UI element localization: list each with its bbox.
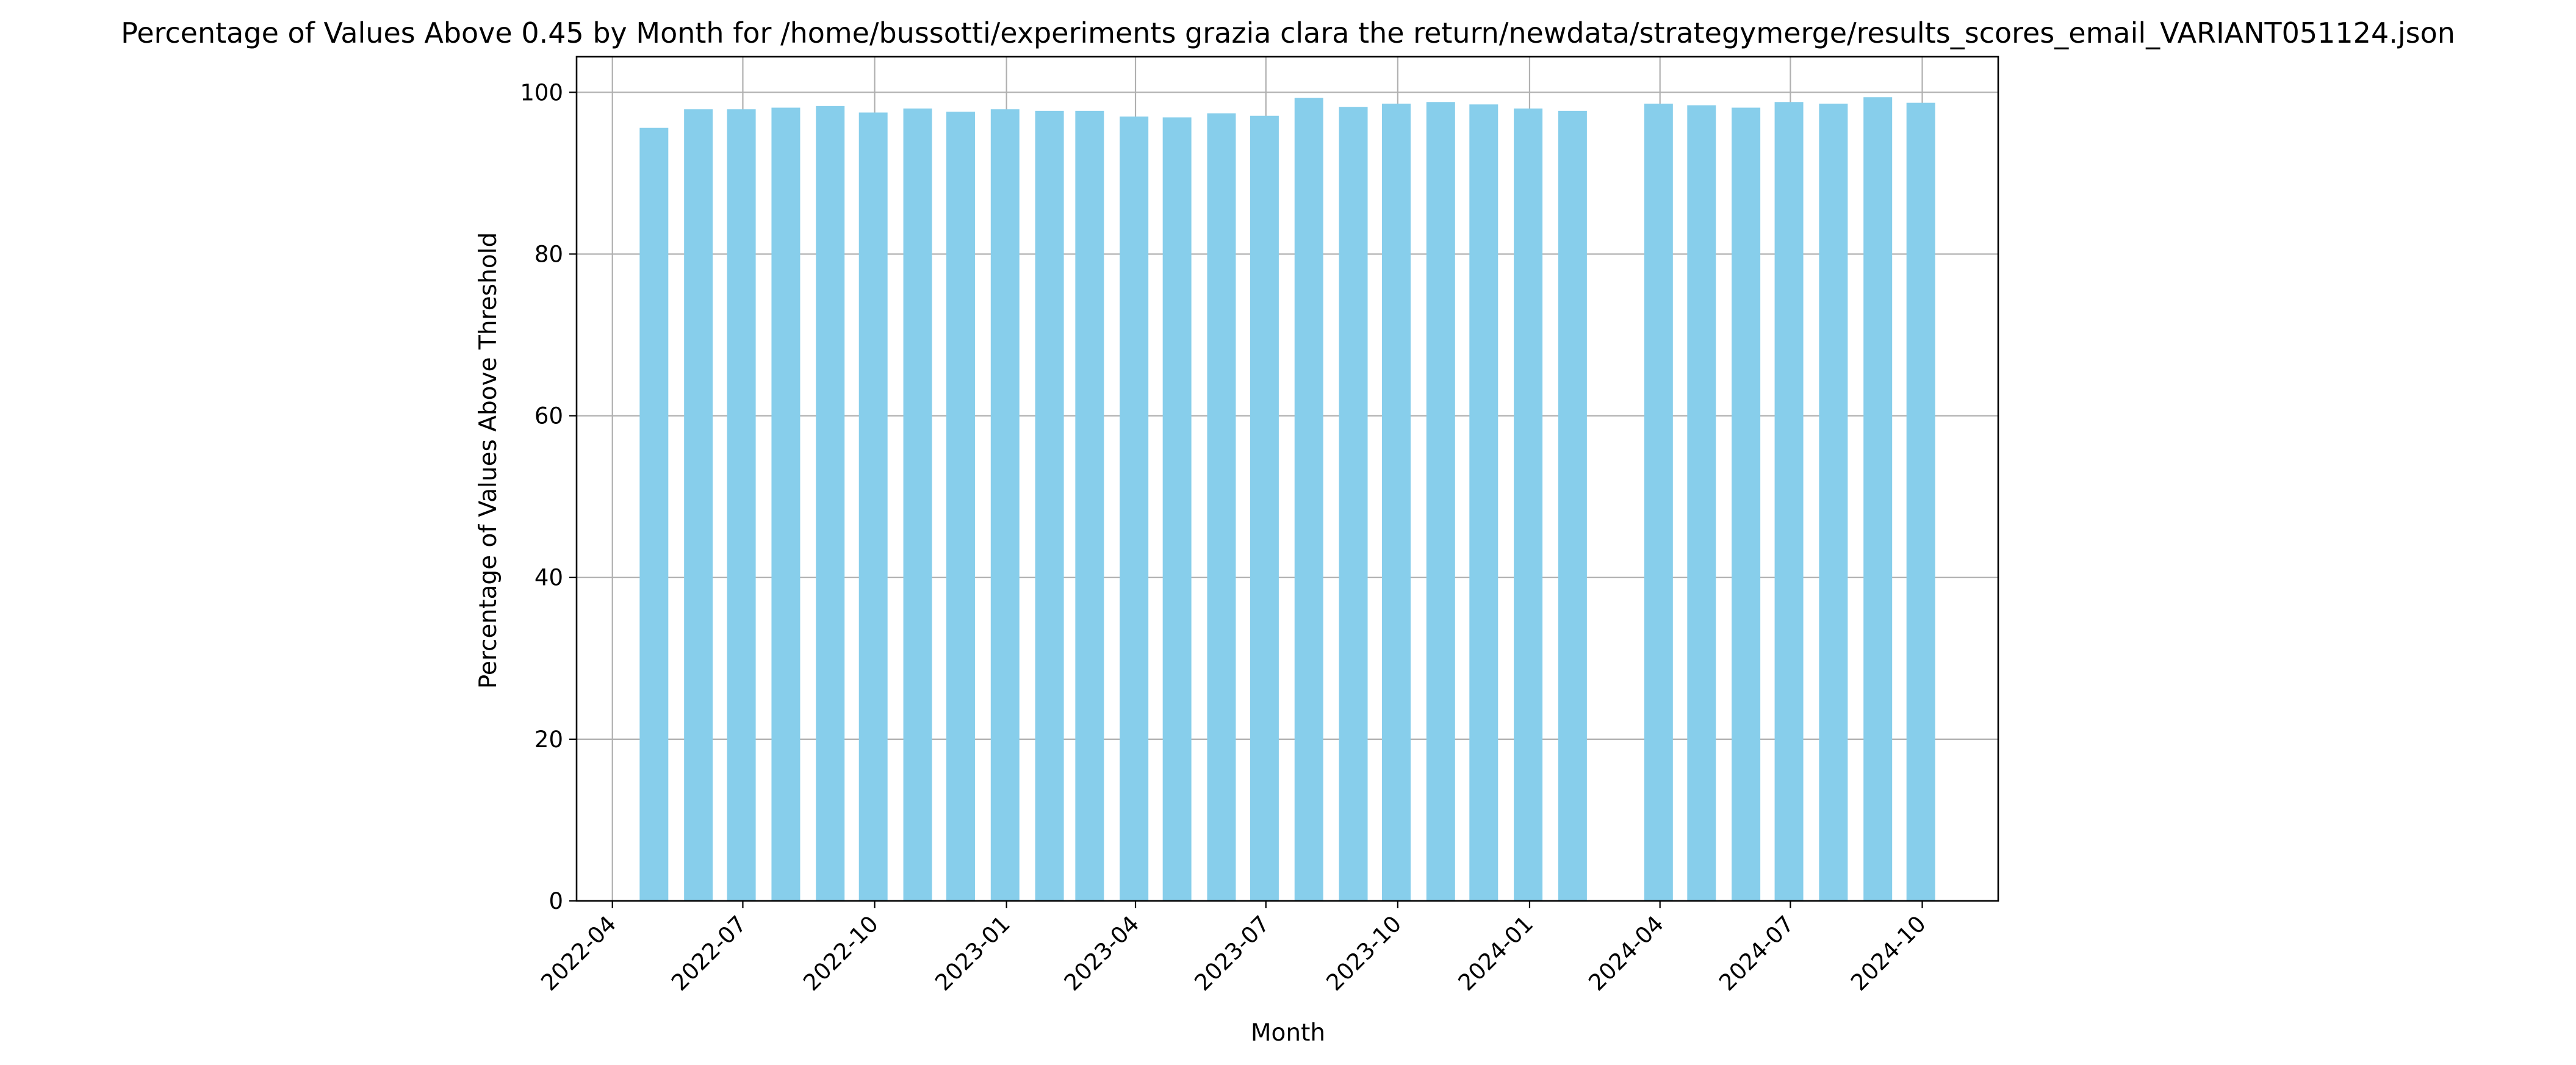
bar [1120,117,1149,901]
axes-layer [575,56,1999,902]
bar [1514,108,1543,902]
bar [1558,110,1587,901]
bar [1207,113,1236,902]
bar [1339,107,1368,902]
bars-layer [639,97,1935,902]
bar [946,112,975,901]
bar [1426,102,1455,901]
bar [1906,102,1935,901]
bar [1469,104,1498,901]
bar [1250,115,1279,902]
bar [727,109,756,901]
bar [1294,98,1323,902]
bar [1075,110,1104,901]
bar [684,109,713,901]
bar [903,108,932,902]
y-tick-label: 0 [549,888,563,914]
bar [1644,103,1673,901]
y-tick-label: 80 [534,241,563,267]
bar [1035,110,1064,901]
bar [1819,103,1848,901]
chart-title: Percentage of Values Above 0.45 by Month… [121,16,2455,49]
bar [1687,105,1716,901]
bar [639,127,669,902]
y-axis-label: Percentage of Values Above Threshold [475,232,502,689]
bar [990,109,1020,901]
x-axis-label: Month [1251,1019,1325,1047]
y-tick-label: 60 [534,403,563,429]
bar [771,107,801,902]
plot-frame [575,56,1999,902]
bar [1162,117,1192,901]
bar [1732,107,1761,902]
bar [1774,102,1804,901]
bar [1863,97,1893,901]
y-tick-label: 40 [534,565,563,591]
bar [858,112,888,901]
bar [1382,103,1411,901]
y-tick-label: 20 [534,726,563,753]
bar [816,106,845,901]
y-tick-label: 100 [520,79,563,106]
